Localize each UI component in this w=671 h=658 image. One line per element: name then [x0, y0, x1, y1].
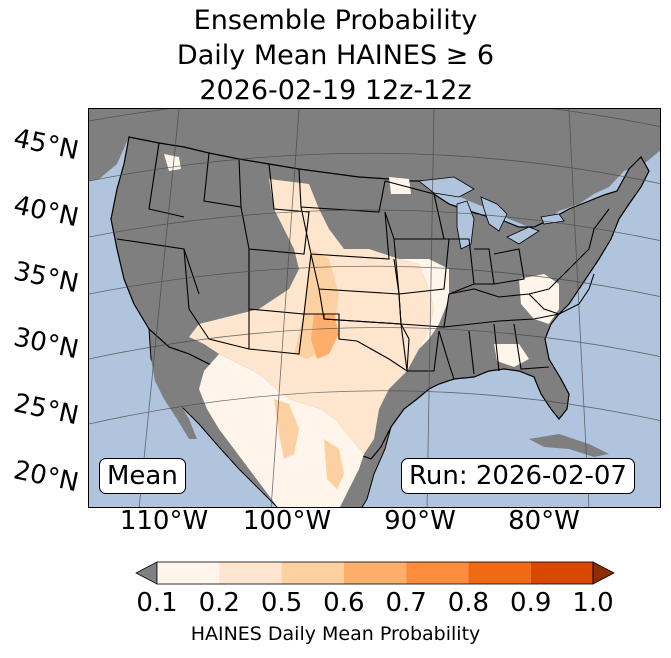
colorbar-tick-label: 0.5 [260, 588, 303, 618]
colorbar-segment [219, 562, 282, 584]
cuba-land [529, 434, 609, 457]
lat-label-35: 35°N [10, 256, 82, 300]
lon-label-80: 80°W [508, 506, 580, 536]
colorbar-tick-label: 1.0 [572, 588, 614, 618]
colorbar-label: HAINES Daily Mean Probability [190, 623, 481, 645]
map-svg [89, 109, 660, 507]
colorbar-segment [281, 562, 344, 584]
mean-label-box: Mean [99, 458, 186, 494]
canada-land [89, 109, 660, 227]
baja-land [151, 359, 197, 439]
state-borders [116, 142, 610, 380]
colorbar-tick-label: 0.7 [385, 588, 427, 618]
colorbar-segment [157, 562, 220, 584]
title-line-3: 2026-02-19 12z-12z [199, 75, 472, 106]
colorbar-under-arrow [135, 561, 158, 585]
colorbar [135, 561, 615, 585]
colorbar-segment [530, 562, 593, 584]
colorbar-segment [343, 562, 407, 584]
colorbar-segment [468, 562, 531, 584]
colorbar-tick-label: 0.9 [510, 588, 552, 618]
title-line-2: Daily Mean HAINES ≥ 6 [176, 40, 495, 71]
colorbar-tick-label: 0.1 [136, 588, 178, 618]
colorbar-over-arrow [592, 561, 615, 585]
colorbar-tick-label: 0.8 [447, 588, 490, 618]
lat-label-20: 20°N [10, 455, 82, 499]
probability-shading [164, 154, 559, 507]
lon-label-100: 100°W [242, 506, 332, 536]
lat-label-25: 25°N [10, 388, 82, 432]
colorbar-frame [156, 561, 594, 585]
colorbar-tick-label: 0.6 [323, 588, 365, 618]
graticule [89, 109, 660, 507]
title-line-1: Ensemble Probability [193, 5, 478, 36]
colorbar-tick-label: 0.2 [198, 588, 240, 618]
lat-label-40: 40°N [10, 190, 82, 234]
lon-label-90: 90°W [384, 506, 456, 536]
lat-label-45: 45°N [10, 123, 82, 167]
lat-label-30: 30°N [10, 322, 82, 366]
colorbar-segment [406, 562, 469, 584]
run-date-label-box: Run: 2026-02-07 [401, 458, 635, 494]
lon-label-110: 110°W [119, 506, 209, 536]
map-panel: Mean Run: 2026-02-07 [88, 108, 661, 508]
